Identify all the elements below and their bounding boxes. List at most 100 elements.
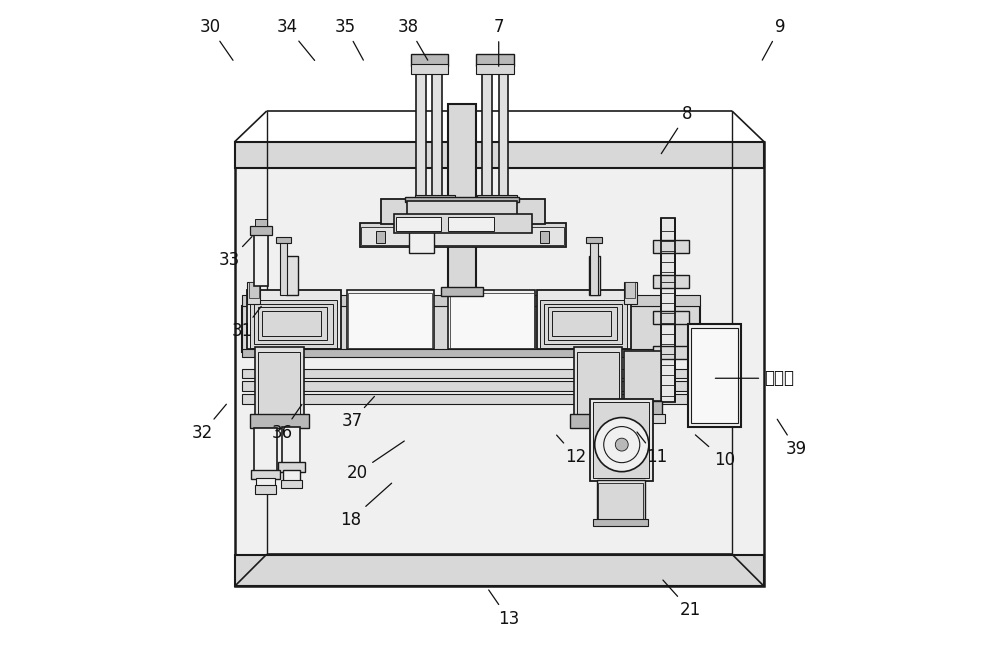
Bar bbox=[432, 60, 442, 200]
Bar bbox=[415, 195, 455, 201]
Bar bbox=[691, 328, 738, 423]
Bar bbox=[589, 256, 600, 294]
Bar bbox=[418, 200, 450, 208]
Text: 11: 11 bbox=[637, 432, 667, 466]
Bar bbox=[653, 275, 689, 288]
Text: 9: 9 bbox=[762, 18, 785, 60]
Bar bbox=[411, 64, 448, 74]
Bar bbox=[593, 402, 649, 478]
Text: 18: 18 bbox=[340, 483, 392, 529]
Bar bbox=[280, 240, 287, 294]
Bar bbox=[586, 237, 602, 243]
Text: 31: 31 bbox=[232, 307, 261, 340]
Bar bbox=[254, 303, 333, 344]
Bar bbox=[255, 347, 304, 417]
Bar bbox=[250, 226, 272, 235]
Bar bbox=[661, 219, 675, 402]
Bar bbox=[255, 219, 267, 226]
Bar bbox=[552, 311, 611, 336]
Text: 8: 8 bbox=[661, 105, 692, 154]
Bar bbox=[537, 290, 631, 349]
Bar bbox=[448, 290, 535, 349]
Bar bbox=[254, 232, 268, 286]
Bar bbox=[570, 413, 629, 428]
Bar bbox=[247, 290, 341, 349]
Bar bbox=[407, 201, 517, 215]
Bar bbox=[590, 399, 653, 481]
Text: 36: 36 bbox=[272, 404, 302, 442]
Bar bbox=[540, 232, 549, 243]
Bar bbox=[235, 142, 764, 586]
Bar bbox=[249, 281, 259, 298]
Bar bbox=[250, 413, 309, 428]
Bar bbox=[250, 300, 337, 348]
Bar bbox=[396, 217, 441, 232]
Bar bbox=[625, 281, 635, 298]
Bar bbox=[405, 197, 519, 203]
Bar bbox=[262, 311, 321, 336]
Bar bbox=[242, 382, 700, 391]
Text: 34: 34 bbox=[277, 18, 315, 60]
Bar bbox=[242, 395, 700, 404]
Bar bbox=[441, 287, 483, 296]
Bar bbox=[653, 311, 689, 324]
Circle shape bbox=[595, 417, 649, 472]
Bar bbox=[254, 428, 277, 473]
Text: 7: 7 bbox=[493, 18, 504, 66]
Bar bbox=[242, 294, 700, 306]
Bar bbox=[448, 104, 476, 294]
Text: 37: 37 bbox=[341, 397, 374, 430]
Bar bbox=[476, 54, 514, 66]
Bar bbox=[251, 470, 280, 479]
Bar bbox=[381, 199, 545, 224]
Bar bbox=[621, 414, 665, 423]
Bar bbox=[577, 352, 619, 413]
Bar bbox=[544, 303, 622, 344]
Bar bbox=[574, 347, 622, 417]
Bar bbox=[235, 142, 764, 168]
Bar bbox=[347, 290, 434, 349]
Bar bbox=[548, 307, 617, 340]
Bar bbox=[624, 400, 662, 417]
Bar bbox=[540, 300, 627, 348]
Bar bbox=[376, 232, 385, 243]
Bar bbox=[450, 292, 534, 348]
Text: 35: 35 bbox=[335, 18, 363, 60]
Bar bbox=[360, 223, 566, 248]
Text: 21: 21 bbox=[663, 580, 701, 619]
Bar bbox=[258, 352, 300, 413]
Text: 32: 32 bbox=[192, 404, 226, 442]
Bar bbox=[276, 237, 291, 243]
Bar bbox=[653, 240, 689, 252]
Bar bbox=[624, 281, 637, 304]
Bar bbox=[598, 483, 643, 520]
Bar bbox=[482, 60, 492, 200]
Bar bbox=[256, 478, 275, 486]
Text: 30: 30 bbox=[200, 18, 233, 60]
Bar bbox=[394, 214, 532, 234]
Bar bbox=[448, 217, 494, 232]
Bar bbox=[242, 369, 700, 378]
Bar bbox=[361, 227, 564, 245]
Text: 12: 12 bbox=[557, 435, 587, 466]
Bar bbox=[282, 426, 300, 465]
Bar bbox=[597, 480, 645, 522]
Bar bbox=[416, 60, 426, 200]
Bar bbox=[281, 480, 302, 488]
Bar bbox=[653, 346, 689, 359]
Bar bbox=[242, 349, 700, 357]
Bar bbox=[499, 60, 508, 200]
Bar bbox=[278, 462, 305, 472]
Text: 20: 20 bbox=[346, 441, 404, 482]
Text: 39: 39 bbox=[777, 419, 807, 458]
Bar bbox=[476, 64, 514, 74]
Bar bbox=[593, 519, 648, 527]
Bar bbox=[411, 54, 448, 66]
Bar bbox=[247, 281, 260, 304]
Text: 10: 10 bbox=[695, 435, 735, 469]
Bar bbox=[624, 351, 661, 400]
Bar bbox=[258, 307, 327, 340]
Bar bbox=[283, 470, 300, 481]
Bar bbox=[479, 200, 512, 208]
Bar bbox=[286, 256, 298, 294]
